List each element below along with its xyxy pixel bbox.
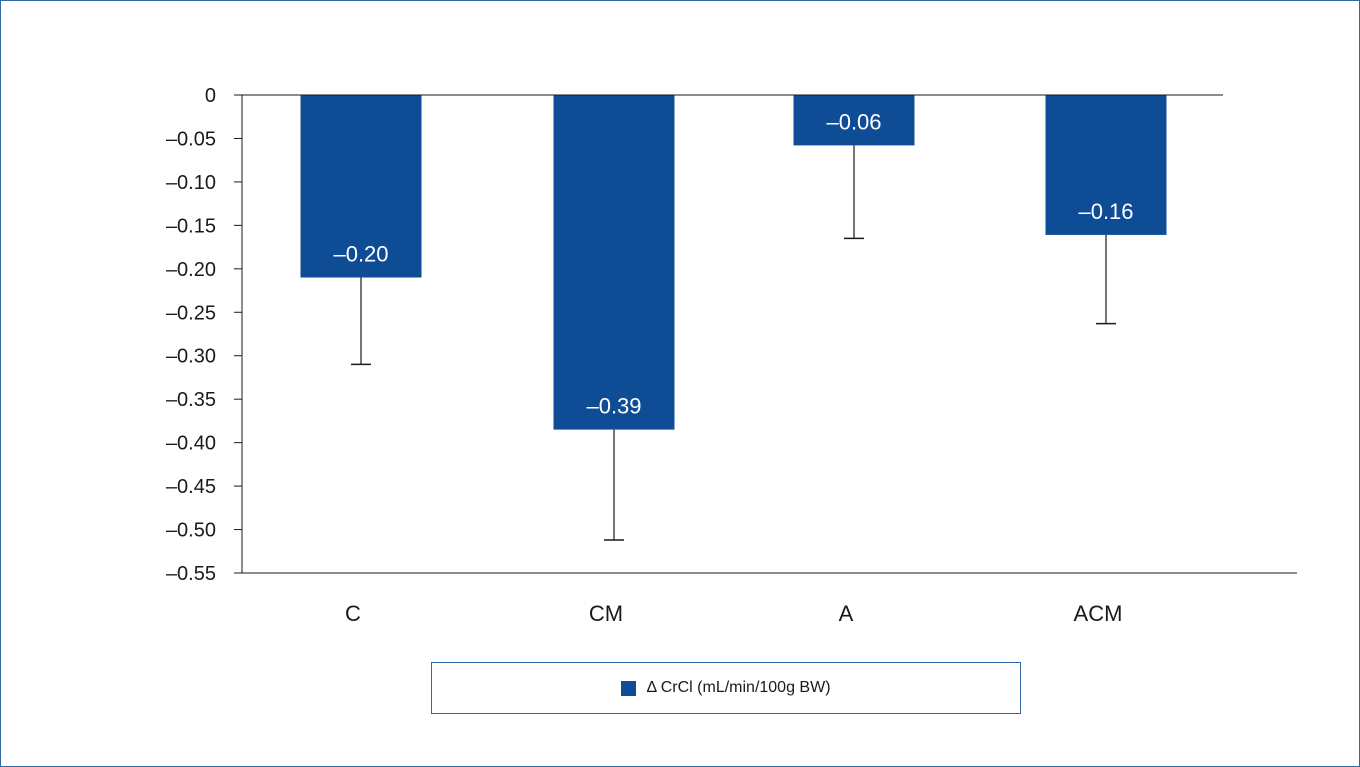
bars [300,95,1167,430]
category-labels: C CM A ACM [345,601,1122,626]
category-label-acm: ACM [1074,601,1123,626]
category-label-cm: CM [589,601,623,626]
y-tick-label: –0.05 [166,128,216,150]
y-tick-label: –0.35 [166,389,216,411]
y-tick-label: 0 [205,85,216,107]
y-tick-label: –0.25 [166,302,216,324]
legend: Δ CrCl (mL/min/100g BW) [431,662,1021,714]
category-label-c: C [345,601,361,626]
value-label-acm: –0.16 [1078,199,1133,224]
y-tick-label: –0.10 [166,172,216,194]
value-labels: –0.20 –0.39 –0.06 –0.16 [333,109,1133,418]
error-bars [351,145,1116,541]
y-tick-label: –0.45 [166,476,216,498]
y-tick-label: –0.40 [166,433,216,455]
y-tick-label: –0.50 [166,520,216,542]
legend-label: Δ CrCl (mL/min/100g BW) [646,679,831,696]
bar-cm [553,95,675,430]
y-tick-label: –0.55 [166,563,216,585]
y-axis-ticks: 0 –0.05 –0.10 –0.15 –0.20 –0.25 –0.30 –0.35 –0.4… [166,85,242,585]
y-tick-label: –0.20 [166,259,216,281]
value-label-c: –0.20 [333,242,388,267]
bar-acm [1045,95,1167,235]
value-label-cm: –0.39 [586,394,641,419]
y-tick-label: –0.15 [166,215,216,237]
category-label-a: A [839,601,854,626]
value-label-a: –0.06 [826,109,881,134]
y-tick-label: –0.30 [166,346,216,368]
bar-c [300,95,422,278]
bar-a [793,95,915,146]
legend-swatch [621,680,637,696]
